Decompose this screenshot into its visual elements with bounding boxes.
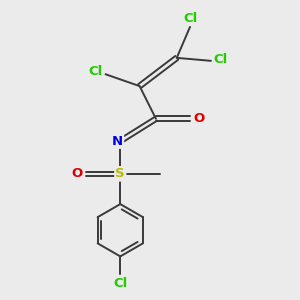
Text: Cl: Cl <box>113 277 127 290</box>
Text: O: O <box>194 112 205 125</box>
Text: S: S <box>116 167 125 180</box>
Text: Cl: Cl <box>213 53 228 66</box>
Text: N: N <box>112 135 123 148</box>
Text: Cl: Cl <box>183 12 197 25</box>
Text: O: O <box>71 167 82 180</box>
Text: Cl: Cl <box>89 65 103 78</box>
